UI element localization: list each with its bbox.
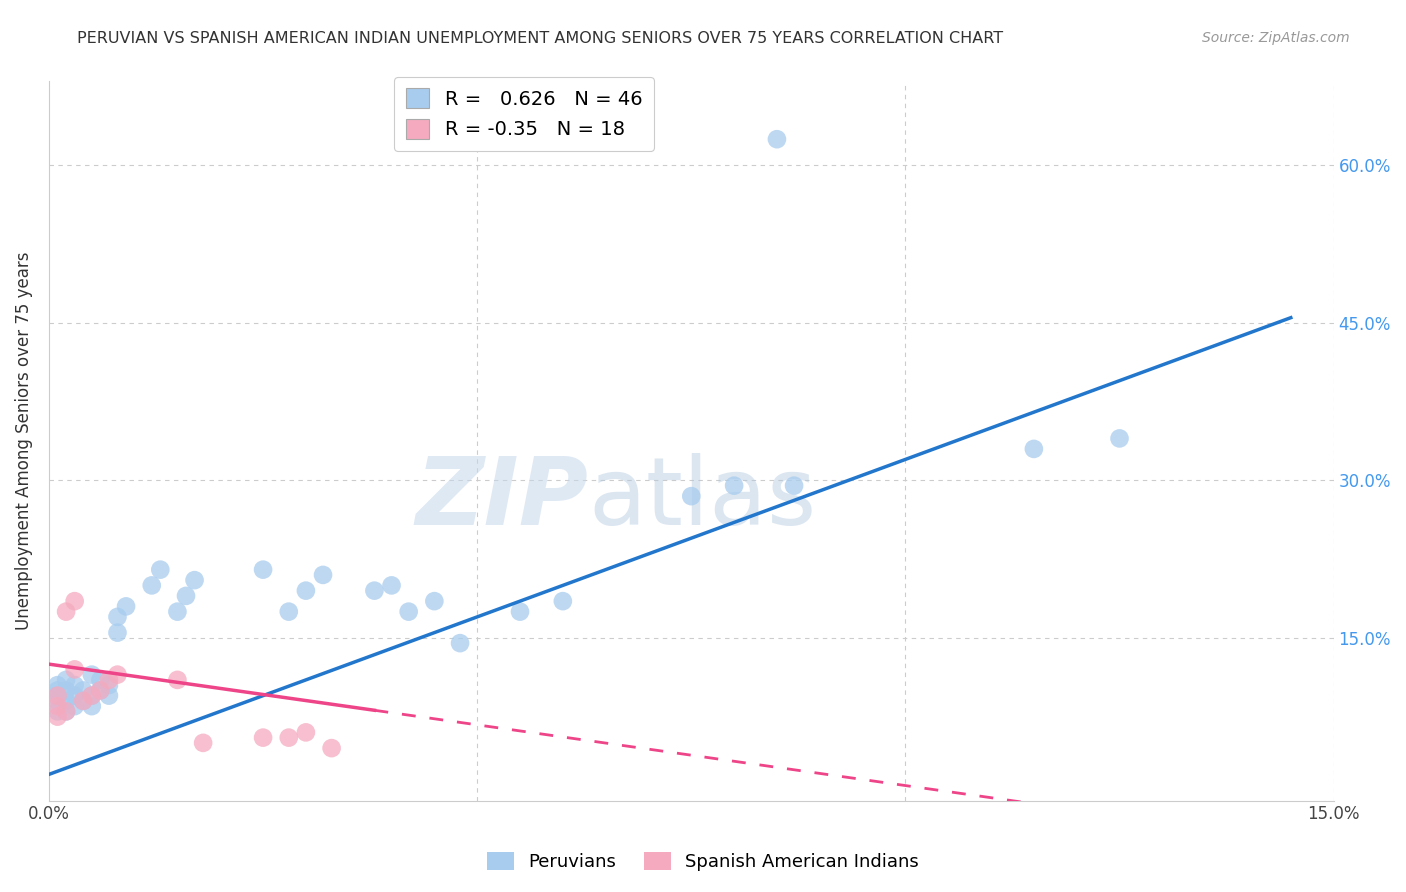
Point xyxy=(174,589,197,603)
Point xyxy=(80,689,103,703)
Point xyxy=(363,583,385,598)
Point xyxy=(63,662,86,676)
Point xyxy=(46,699,69,714)
Point xyxy=(166,673,188,687)
Text: atlas: atlas xyxy=(589,452,817,545)
Point xyxy=(423,594,446,608)
Point xyxy=(509,605,531,619)
Point xyxy=(183,573,205,587)
Point xyxy=(97,673,120,687)
Point xyxy=(166,605,188,619)
Point xyxy=(89,683,111,698)
Point xyxy=(107,610,129,624)
Point xyxy=(80,699,103,714)
Point xyxy=(46,709,69,723)
Point xyxy=(277,731,299,745)
Point xyxy=(97,678,120,692)
Point xyxy=(551,594,574,608)
Point xyxy=(252,563,274,577)
Point xyxy=(312,568,335,582)
Text: PERUVIAN VS SPANISH AMERICAN INDIAN UNEMPLOYMENT AMONG SENIORS OVER 75 YEARS COR: PERUVIAN VS SPANISH AMERICAN INDIAN UNEM… xyxy=(77,31,1004,46)
Point xyxy=(398,605,420,619)
Point xyxy=(149,563,172,577)
Point xyxy=(107,667,129,681)
Legend: R =   0.626   N = 46, R = -0.35   N = 18: R = 0.626 N = 46, R = -0.35 N = 18 xyxy=(394,77,654,151)
Point xyxy=(55,694,77,708)
Point xyxy=(295,583,318,598)
Point xyxy=(80,667,103,681)
Text: ZIP: ZIP xyxy=(416,452,589,545)
Point xyxy=(63,678,86,692)
Point xyxy=(277,605,299,619)
Point xyxy=(89,673,111,687)
Point xyxy=(46,683,69,698)
Point xyxy=(252,731,274,745)
Point xyxy=(89,683,111,698)
Text: Source: ZipAtlas.com: Source: ZipAtlas.com xyxy=(1202,31,1350,45)
Legend: Peruvians, Spanish American Indians: Peruvians, Spanish American Indians xyxy=(479,845,927,879)
Point xyxy=(295,725,318,739)
Point xyxy=(63,689,86,703)
Point xyxy=(46,689,69,703)
Point xyxy=(46,694,69,708)
Point xyxy=(46,689,69,703)
Point xyxy=(321,741,343,756)
Point xyxy=(72,694,94,708)
Point xyxy=(55,683,77,698)
Point xyxy=(55,705,77,719)
Point xyxy=(72,694,94,708)
Point xyxy=(63,594,86,608)
Point xyxy=(107,625,129,640)
Point xyxy=(141,578,163,592)
Point xyxy=(380,578,402,592)
Point xyxy=(63,699,86,714)
Point xyxy=(783,478,806,492)
Point xyxy=(1108,431,1130,445)
Point xyxy=(449,636,471,650)
Point xyxy=(55,673,77,687)
Point xyxy=(115,599,138,614)
Point xyxy=(80,689,103,703)
Point xyxy=(1022,442,1045,456)
Point xyxy=(72,683,94,698)
Point xyxy=(55,705,77,719)
Point xyxy=(723,478,745,492)
Point xyxy=(97,689,120,703)
Point xyxy=(191,736,214,750)
Point xyxy=(55,605,77,619)
Point xyxy=(46,705,69,719)
Point xyxy=(681,489,703,503)
Point xyxy=(46,678,69,692)
Point xyxy=(766,132,789,146)
Y-axis label: Unemployment Among Seniors over 75 years: Unemployment Among Seniors over 75 years xyxy=(15,252,32,631)
